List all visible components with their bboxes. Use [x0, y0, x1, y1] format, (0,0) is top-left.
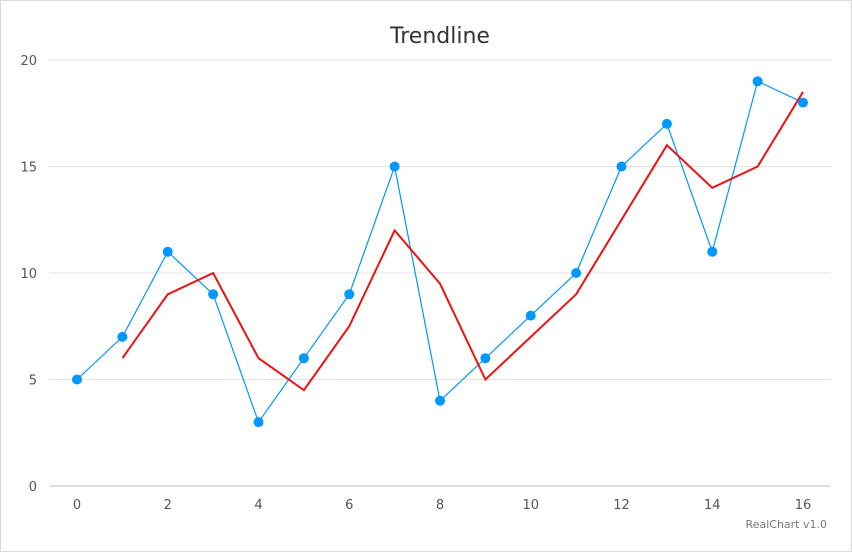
- data-point-marker[interactable]: [208, 289, 219, 300]
- x-tick-label: 0: [73, 498, 81, 513]
- x-tick-label: 12: [613, 498, 630, 513]
- data-point-marker[interactable]: [707, 246, 718, 257]
- data-point-marker[interactable]: [616, 161, 627, 172]
- x-tick-label: 10: [522, 498, 539, 513]
- data-point-marker[interactable]: [162, 246, 173, 257]
- data-point-marker[interactable]: [298, 353, 309, 364]
- credit-label: RealChart v1.0: [746, 518, 827, 531]
- x-tick-label: 8: [436, 498, 444, 513]
- y-axis-ticks: 0 5 10 15 20: [20, 54, 37, 495]
- x-tick-label: 4: [254, 498, 262, 513]
- data-point-marker[interactable]: [435, 395, 445, 406]
- data-series-line: [76, 80, 804, 424]
- data-point-marker[interactable]: [253, 417, 264, 428]
- x-tick-label: 2: [164, 498, 172, 513]
- data-point-marker[interactable]: [752, 76, 763, 87]
- y-tick-label: 20: [20, 54, 37, 69]
- x-tick-label: 6: [345, 498, 353, 513]
- y-tick-label: 15: [20, 161, 37, 176]
- series-layer: [72, 76, 808, 428]
- data-point-marker[interactable]: [525, 310, 536, 321]
- chart-title: Trendline: [389, 24, 490, 49]
- y-tick-label: 0: [29, 480, 37, 495]
- trendline-series-line: [121, 91, 804, 392]
- data-point-marker[interactable]: [344, 289, 355, 300]
- x-tick-label: 16: [795, 498, 812, 513]
- grid-lines: [49, 59, 831, 487]
- data-point-marker[interactable]: [72, 374, 82, 385]
- y-tick-label: 5: [29, 374, 37, 389]
- data-point-marker[interactable]: [798, 97, 808, 108]
- data-point-marker[interactable]: [117, 331, 128, 342]
- data-point-marker[interactable]: [480, 353, 491, 364]
- x-axis-ticks: 0 2 4 6 8 10 12 14 16: [73, 498, 811, 513]
- data-point-marker[interactable]: [389, 161, 400, 172]
- data-point-marker[interactable]: [571, 268, 582, 278]
- y-tick-label: 10: [20, 267, 37, 282]
- x-tick-label: 14: [704, 498, 721, 513]
- data-point-marker[interactable]: [661, 118, 672, 129]
